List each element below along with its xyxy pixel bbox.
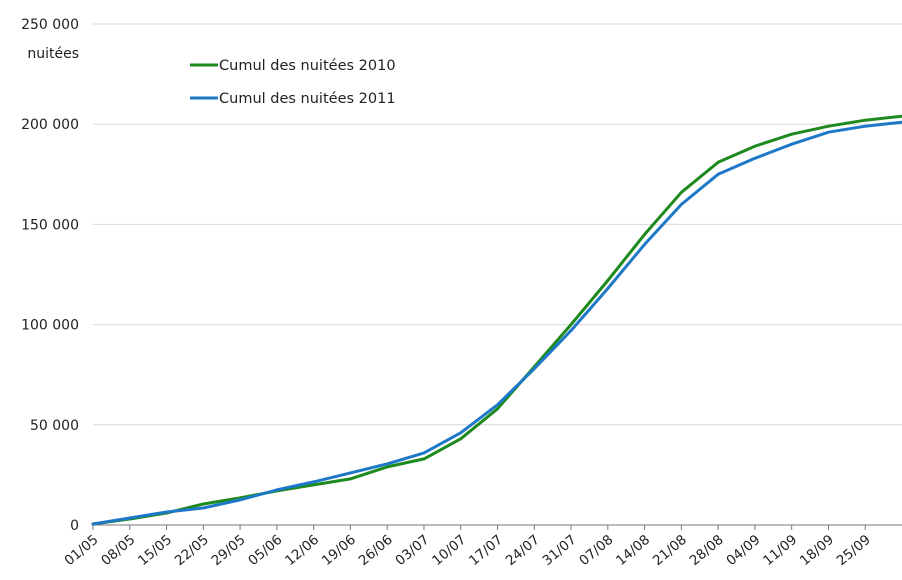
x-tick-label: 29/05: [209, 532, 249, 569]
x-tick-label: 14/08: [613, 532, 653, 569]
y-tick-label: 250 000: [21, 17, 79, 33]
series-line-2: [91, 120, 902, 526]
legend: Cumul des nuitées 2010 Cumul des nuitées …: [190, 58, 396, 107]
x-tick-label: 01/05: [61, 532, 101, 569]
x-tick-label: 08/05: [98, 532, 138, 569]
x-tick-label: 05/06: [245, 532, 285, 569]
x-tick-label: 25/09: [834, 532, 874, 569]
legend-label-1: Cumul des nuitées 2010: [219, 58, 396, 74]
x-tick-label: 15/05: [135, 532, 175, 569]
y-axis: 0 50 000 100 000 150 000 200 000 250 000: [21, 17, 79, 534]
x-tick-label: 11/09: [760, 532, 800, 569]
x-tick-label: 28/08: [687, 532, 727, 569]
x-axis: 01/0508/0515/0522/0529/0505/0612/0619/06…: [61, 525, 874, 569]
x-tick-label: 07/08: [576, 532, 616, 569]
y-axis-unit-label: nuitées: [27, 46, 79, 62]
y-tick-label: 50 000: [30, 418, 79, 434]
x-tick-label: 31/07: [540, 532, 580, 569]
x-tick-label: 18/09: [797, 532, 837, 569]
x-tick-label: 21/08: [650, 532, 690, 569]
y-tick-label: 150 000: [21, 217, 79, 233]
series-lines: [91, 114, 902, 526]
x-tick-label: 10/07: [429, 532, 469, 569]
x-tick-label: 19/06: [319, 532, 359, 569]
x-tick-label: 12/06: [282, 532, 322, 569]
y-tick-label: 0: [70, 518, 79, 534]
gridlines: [93, 23, 902, 526]
y-tick-label: 100 000: [21, 318, 79, 334]
x-tick-label: 03/07: [392, 532, 432, 569]
x-tick-label: 22/05: [172, 532, 212, 569]
x-tick-label: 17/07: [466, 532, 506, 569]
legend-label-2: Cumul des nuitées 2011: [219, 91, 396, 107]
series-line-1: [91, 114, 902, 526]
x-tick-label: 04/09: [723, 532, 763, 569]
y-tick-label: 200 000: [21, 117, 79, 133]
x-tick-label: 24/07: [503, 532, 543, 569]
x-tick-label: 26/06: [356, 532, 396, 569]
